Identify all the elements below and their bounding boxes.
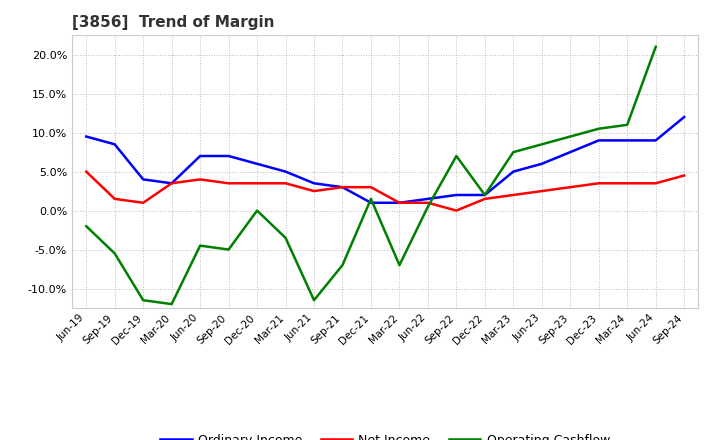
Net Income	[509, 192, 518, 198]
Operating Cashflow	[225, 247, 233, 252]
Net Income	[423, 200, 432, 205]
Ordinary Income	[680, 114, 688, 120]
Operating Cashflow	[82, 224, 91, 229]
Ordinary Income	[480, 192, 489, 198]
Net Income	[395, 200, 404, 205]
Net Income	[282, 181, 290, 186]
Net Income	[338, 184, 347, 190]
Ordinary Income	[310, 181, 318, 186]
Operating Cashflow	[366, 196, 375, 202]
Operating Cashflow	[537, 142, 546, 147]
Ordinary Income	[423, 196, 432, 202]
Net Income	[595, 181, 603, 186]
Net Income	[139, 200, 148, 205]
Operating Cashflow	[253, 208, 261, 213]
Operating Cashflow	[566, 134, 575, 139]
Ordinary Income	[167, 181, 176, 186]
Net Income	[110, 196, 119, 202]
Net Income	[167, 181, 176, 186]
Ordinary Income	[595, 138, 603, 143]
Net Income	[480, 196, 489, 202]
Operating Cashflow	[395, 263, 404, 268]
Operating Cashflow	[196, 243, 204, 248]
Operating Cashflow	[509, 150, 518, 155]
Operating Cashflow	[139, 297, 148, 303]
Legend: Ordinary Income, Net Income, Operating Cashflow: Ordinary Income, Net Income, Operating C…	[156, 429, 615, 440]
Ordinary Income	[253, 161, 261, 166]
Net Income	[253, 181, 261, 186]
Net Income	[225, 181, 233, 186]
Net Income	[196, 177, 204, 182]
Ordinary Income	[338, 184, 347, 190]
Net Income	[452, 208, 461, 213]
Ordinary Income	[566, 150, 575, 155]
Operating Cashflow	[423, 204, 432, 209]
Ordinary Income	[452, 192, 461, 198]
Ordinary Income	[623, 138, 631, 143]
Ordinary Income	[196, 154, 204, 159]
Ordinary Income	[82, 134, 91, 139]
Line: Net Income: Net Income	[86, 172, 684, 211]
Line: Operating Cashflow: Operating Cashflow	[86, 47, 656, 304]
Text: [3856]  Trend of Margin: [3856] Trend of Margin	[72, 15, 274, 30]
Operating Cashflow	[310, 297, 318, 303]
Ordinary Income	[225, 154, 233, 159]
Ordinary Income	[282, 169, 290, 174]
Net Income	[623, 181, 631, 186]
Ordinary Income	[652, 138, 660, 143]
Net Income	[82, 169, 91, 174]
Ordinary Income	[537, 161, 546, 166]
Ordinary Income	[509, 169, 518, 174]
Operating Cashflow	[452, 154, 461, 159]
Operating Cashflow	[110, 251, 119, 256]
Net Income	[680, 173, 688, 178]
Ordinary Income	[110, 142, 119, 147]
Operating Cashflow	[595, 126, 603, 132]
Operating Cashflow	[480, 192, 489, 198]
Operating Cashflow	[167, 301, 176, 307]
Operating Cashflow	[623, 122, 631, 128]
Net Income	[566, 184, 575, 190]
Line: Ordinary Income: Ordinary Income	[86, 117, 684, 203]
Operating Cashflow	[338, 263, 347, 268]
Net Income	[366, 184, 375, 190]
Net Income	[537, 188, 546, 194]
Ordinary Income	[395, 200, 404, 205]
Ordinary Income	[139, 177, 148, 182]
Ordinary Income	[366, 200, 375, 205]
Net Income	[652, 181, 660, 186]
Operating Cashflow	[652, 44, 660, 50]
Net Income	[310, 188, 318, 194]
Operating Cashflow	[282, 235, 290, 241]
